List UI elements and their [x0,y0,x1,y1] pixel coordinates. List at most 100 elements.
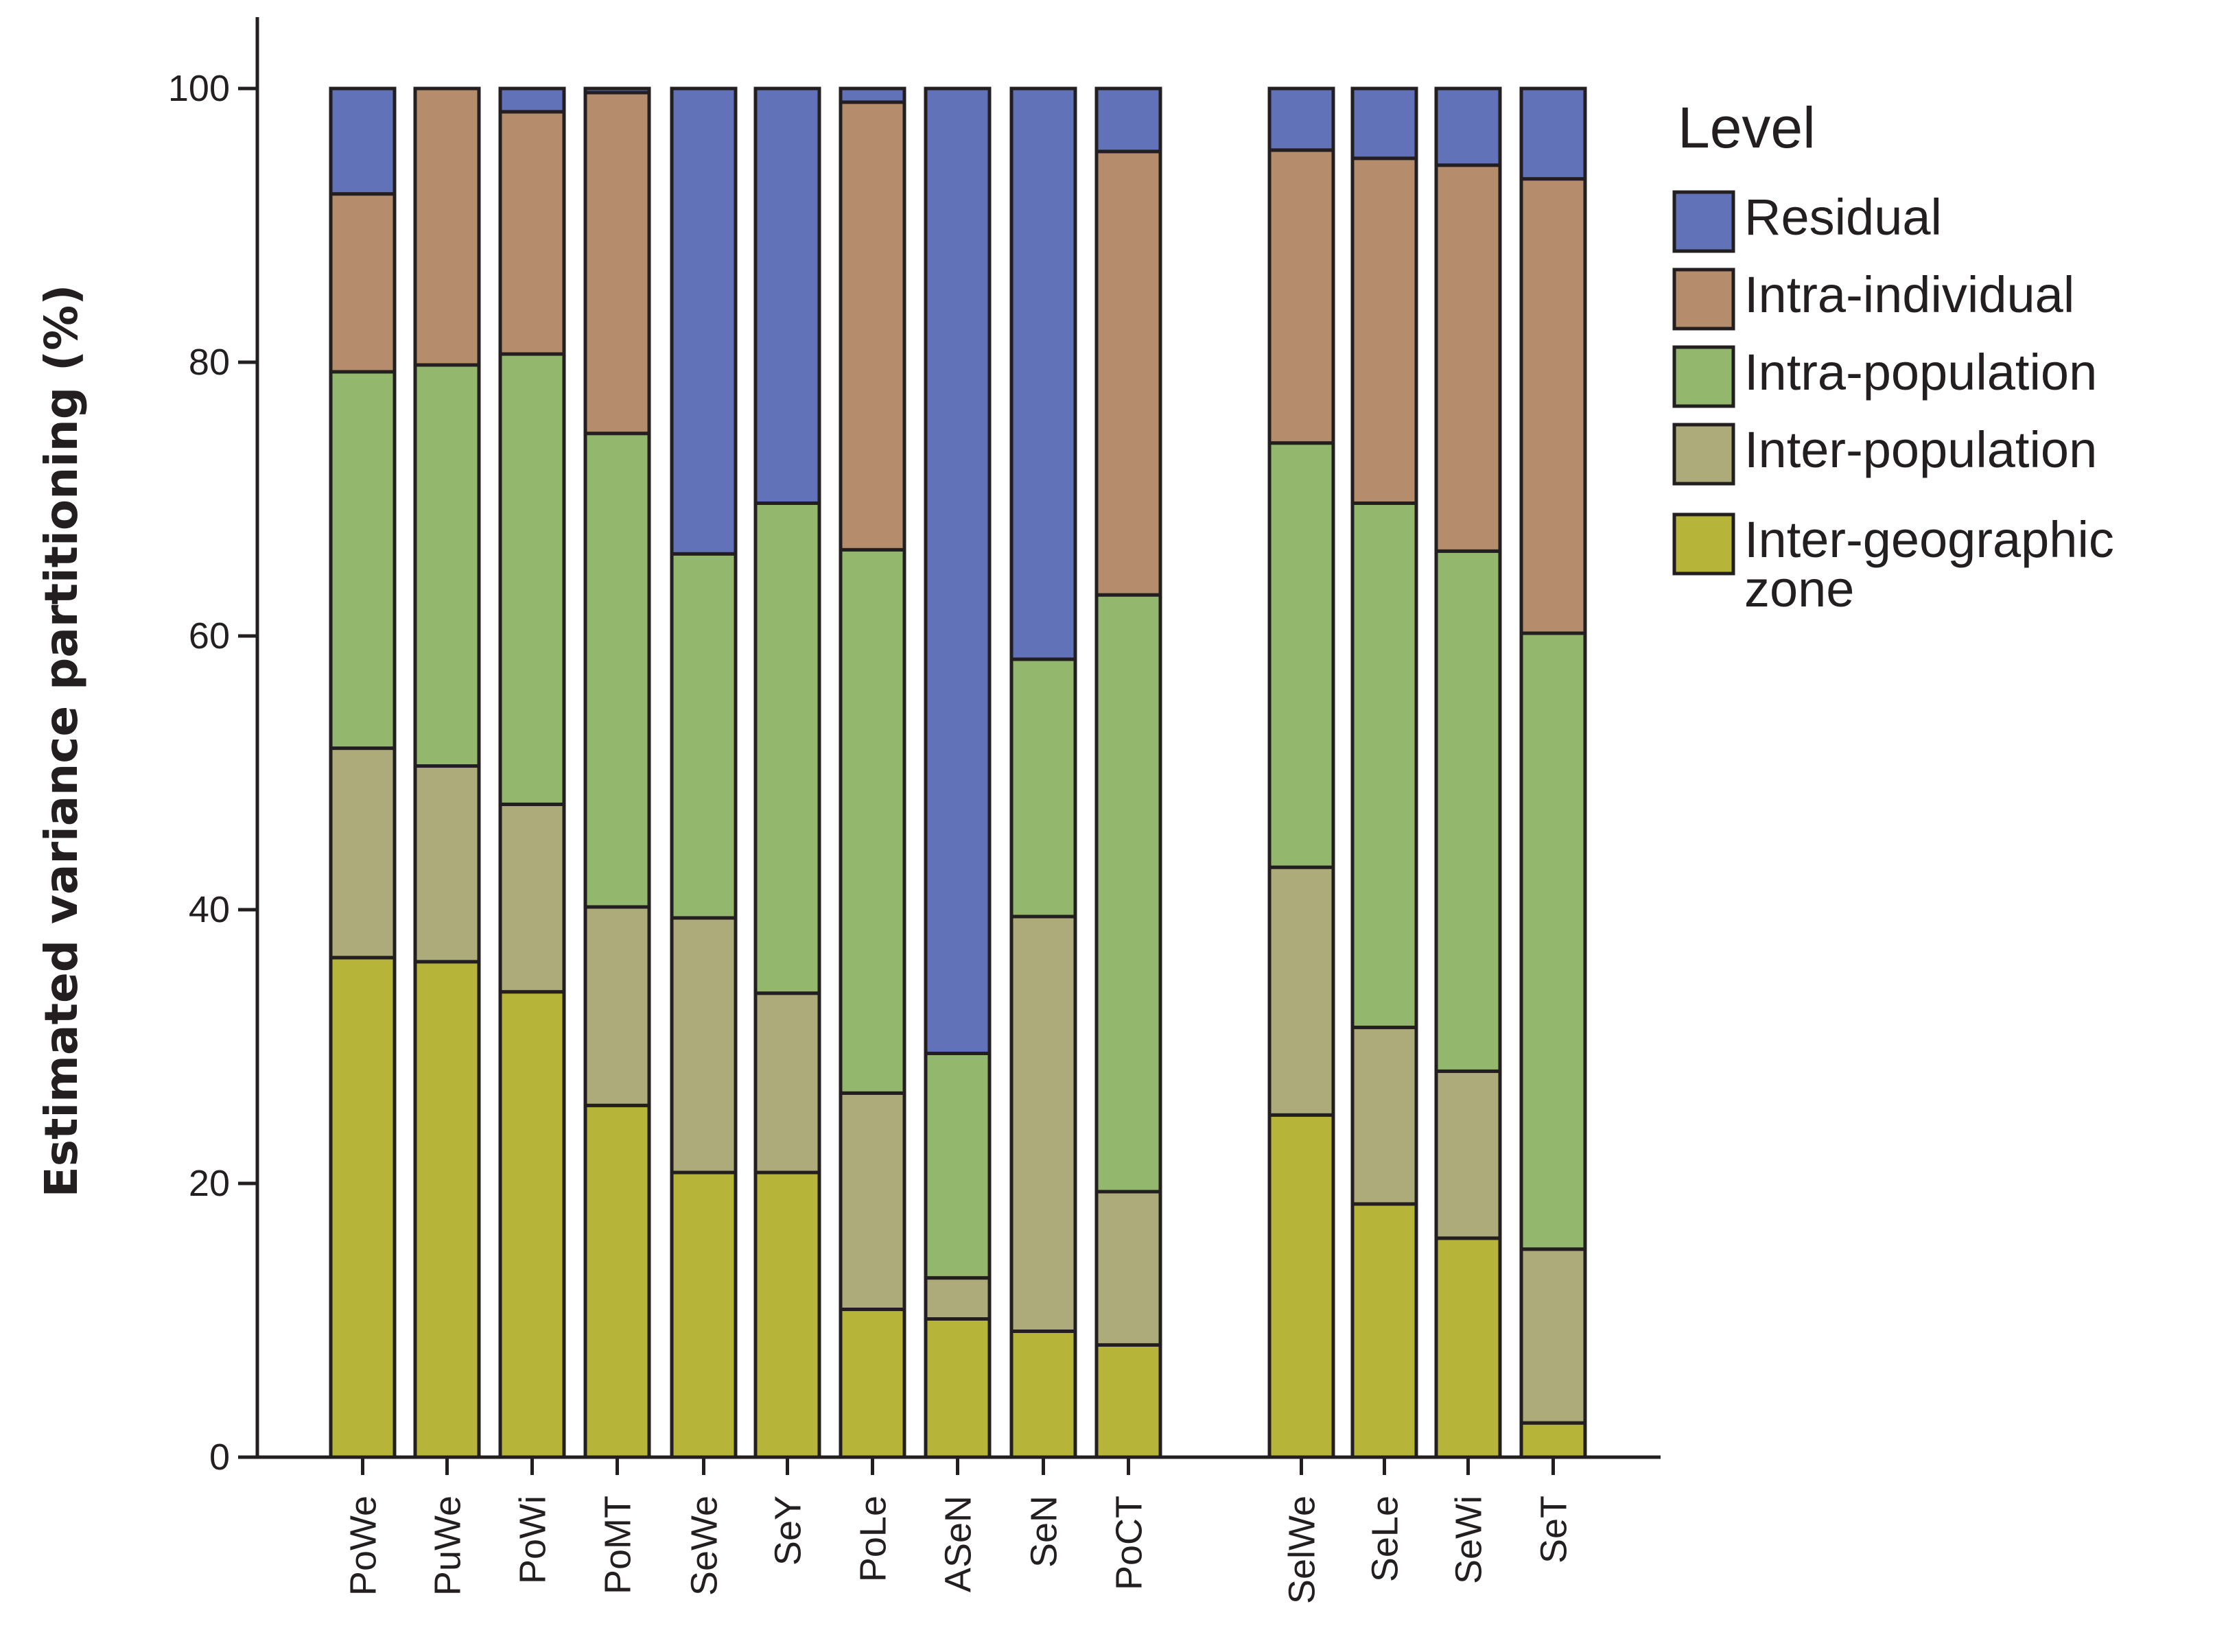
bar-stack-PoMT [583,86,651,1459]
bar-segment-SeT-inter-geographic-zone [1519,1421,1587,1459]
bar-stack-PoWi [498,86,566,1459]
bar-segment-SeN-inter-population [1009,914,1077,1333]
y-tick-label: 20 [189,1163,230,1204]
x-tick-label-SelWe: SelWe [1282,1496,1323,1604]
legend-swatch [1672,512,1735,576]
bar-stack-ASeN [924,86,992,1459]
bars-layer [329,86,1587,1459]
bar-stack-SeN [1009,86,1077,1459]
x-tick-label-PoCT: PoCT [1109,1496,1150,1590]
bar-segment-SeWi-inter-population [1434,1069,1502,1240]
y-tick-label: 100 [168,68,230,109]
bar-stack-SeWi [1434,86,1502,1459]
bar-segment-SeY-residual [753,86,821,505]
bar-segment-SelWe-inter-geographic-zone [1267,1113,1335,1459]
bar-segment-SeN-inter-geographic-zone [1009,1329,1077,1459]
bar-segment-PoMT-intra-individual [583,91,651,436]
x-tick-label-PoLe: PoLe [853,1496,894,1582]
legend-label: zone [1744,560,1854,617]
legend-entry: Intra-population [1672,344,2097,408]
bar-segment-SeLe-intra-population [1350,501,1418,1030]
bar-segment-SeLe-inter-population [1350,1026,1418,1206]
bar-segment-SeT-residual [1519,86,1587,181]
legend-title: Level [1678,95,1816,160]
bar-segment-PoWi-intra-population [498,352,566,806]
bar-segment-PoLe-intra-population [839,547,906,1095]
x-tick-label-PoWe: PoWe [343,1496,384,1596]
bar-segment-PoCT-intra-individual [1094,150,1162,597]
bar-segment-PoLe-intra-individual [839,100,906,552]
bar-segment-SeT-intra-population [1519,631,1587,1251]
bar-segment-PoCT-intra-population [1094,593,1162,1194]
y-tick-label: 60 [189,615,230,657]
bar-segment-SelWe-residual [1267,86,1335,152]
bar-stack-SeY [753,86,821,1459]
bar-segment-SeT-inter-population [1519,1247,1587,1425]
bar-segment-ASeN-inter-geographic-zone [924,1317,992,1459]
x-tick-label-PuWe: PuWe [427,1496,469,1596]
bar-segment-SeWi-inter-geographic-zone [1434,1236,1502,1459]
x-tick-label-SeN: SeN [1024,1496,1065,1568]
legend-swatch [1672,268,1735,331]
legend-label: Intra-population [1744,344,2097,401]
y-tick-label: 40 [189,889,230,930]
legend-swatch [1672,190,1735,253]
bar-segment-SeWi-intra-population [1434,549,1502,1073]
bar-segment-PoWe-inter-geographic-zone [329,956,397,1459]
x-tick-label-SeT: SeT [1534,1496,1575,1564]
bar-segment-SeT-intra-individual [1519,177,1587,635]
bar-segment-SeWi-intra-individual [1434,163,1502,553]
x-tick-label-PoWi: PoWi [513,1496,554,1584]
bar-segment-SeN-residual [1009,86,1077,661]
legend-label: Inter-geographic [1744,511,2114,568]
bar-segment-PoLe-residual [839,86,906,104]
bar-segment-SeLe-residual [1350,86,1418,161]
bar-segment-PuWe-intra-individual [413,86,481,367]
bar-segment-SeWe-residual [670,86,738,556]
legend-swatch [1672,345,1735,408]
x-tick-label-PoMT: PoMT [598,1496,639,1594]
bar-segment-SeY-inter-geographic-zone [753,1170,821,1459]
bar-segment-SeY-inter-population [753,991,821,1175]
bar-segment-PoMT-inter-population [583,905,651,1107]
x-tick-label-SeY: SeY [768,1496,809,1566]
bar-segment-SeY-intra-population [753,501,821,995]
bar-segment-PoMT-intra-population [583,432,651,909]
bar-segment-PoWe-inter-population [329,746,397,960]
x-tick-label-SeWi: SeWi [1449,1496,1490,1584]
bar-stack-PoWe [329,86,397,1459]
bar-segment-PoWi-inter-population [498,802,566,994]
bar-segment-PuWe-inter-population [413,764,481,964]
legend-entry: Intra-individual [1672,266,2074,331]
bar-segment-PoWe-intra-population [329,370,397,751]
legend-label: Inter-population [1744,421,2097,478]
bar-segment-SeN-intra-population [1009,657,1077,919]
bar-segment-PoWi-residual [498,86,566,114]
bar-segment-ASeN-residual [924,86,992,1055]
bar-segment-ASeN-inter-population [924,1276,992,1321]
bar-segment-PuWe-inter-geographic-zone [413,960,481,1459]
bar-segment-SeLe-intra-individual [1350,156,1418,505]
bar-segment-SeWe-inter-geographic-zone [670,1170,738,1459]
bar-segment-SelWe-intra-population [1267,441,1335,869]
bar-segment-PoLe-inter-geographic-zone [839,1308,906,1459]
bar-segment-SelWe-inter-population [1267,865,1335,1117]
bar-segment-PoWe-residual [329,86,397,196]
bar-stack-PoCT [1094,86,1162,1459]
bar-stack-PuWe [413,86,481,1459]
legend-entry: Inter-population [1672,421,2097,486]
bar-segment-PoMT-residual [583,86,651,95]
x-tick-label-ASeN: ASeN [938,1496,979,1592]
bar-stack-SelWe [1267,86,1335,1459]
legend-label: Residual [1744,189,1942,246]
bar-stack-SeT [1519,86,1587,1459]
bar-segment-SeLe-inter-geographic-zone [1350,1202,1418,1459]
bar-segment-PoCT-inter-population [1094,1190,1162,1347]
bar-segment-SeWi-residual [1434,86,1502,167]
bar-segment-PoLe-inter-population [839,1091,906,1312]
legend: Level Residual Intra-individual Intra-popu… [1672,95,2114,617]
bar-segment-PoCT-residual [1094,86,1162,154]
bar-segment-PuWe-intra-population [413,363,481,768]
